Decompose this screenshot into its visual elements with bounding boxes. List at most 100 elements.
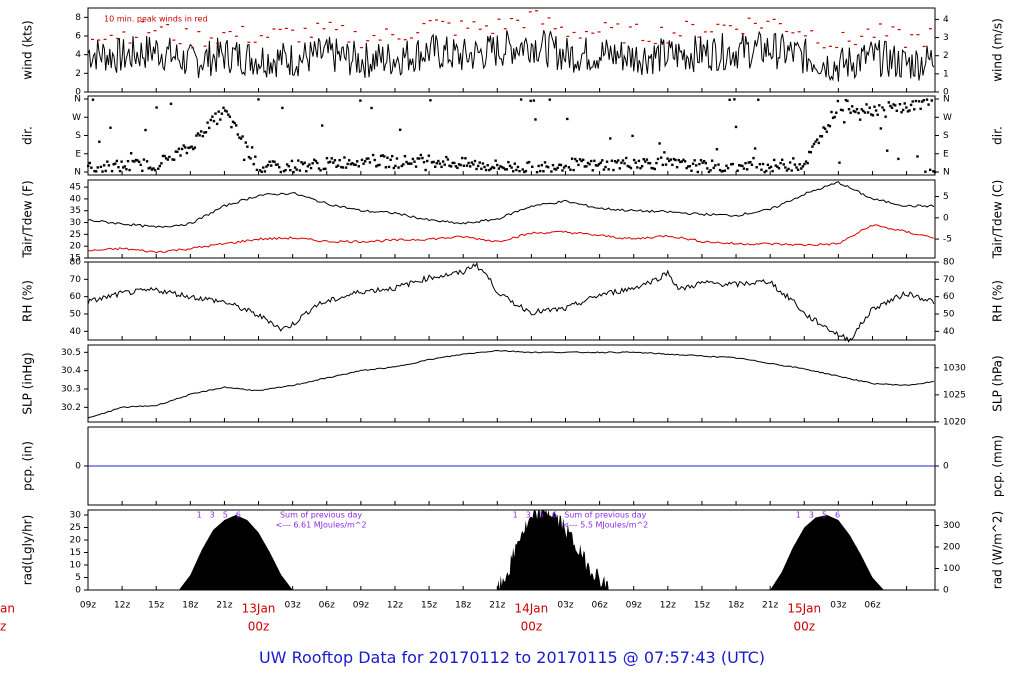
dir-point-195 <box>397 166 400 169</box>
dir-point-24 <box>125 168 128 171</box>
dir-point-219 <box>435 162 438 165</box>
dir-point-323 <box>601 159 604 162</box>
ytick-label-left-1-2: S <box>75 131 81 141</box>
dir-point-22 <box>122 166 125 169</box>
dir-point-365 <box>667 159 671 163</box>
ytick-label-left-2-2: 25 <box>70 230 81 240</box>
dir-point-261 <box>502 166 505 170</box>
dir-point-256 <box>494 159 497 162</box>
dir-point-222 <box>440 165 443 169</box>
dir-point-418 <box>752 156 755 160</box>
dir-point-68 <box>195 134 198 137</box>
dir-point-468 <box>831 116 835 120</box>
dir-point-266 <box>510 166 513 169</box>
dir-point-496 <box>876 113 879 116</box>
dir-point-254 <box>491 165 494 169</box>
dir-point-238 <box>465 164 469 167</box>
dir-point-250 <box>484 168 488 172</box>
dir-point-252 <box>488 168 491 172</box>
dir-point-72 <box>201 134 205 138</box>
dir-point-81 <box>215 122 219 126</box>
dir-point-402 <box>726 166 730 170</box>
ytick-label-right-6-0: 0 <box>943 586 949 596</box>
ytick-label-left-4-3: 30.5 <box>61 348 81 358</box>
dir-point-414 <box>745 168 749 171</box>
ytick-label-left-0-4: 8 <box>75 13 81 23</box>
dir-point-188 <box>386 156 389 159</box>
dir-point-11 <box>104 169 107 173</box>
dir-point-322 <box>599 161 602 164</box>
dir-point-210 <box>421 156 424 160</box>
dir-point-357 <box>655 161 658 165</box>
dir-point-62 <box>185 151 189 155</box>
dir-point-352 <box>647 161 650 165</box>
dir-point-375 <box>683 160 687 163</box>
dir-point-412 <box>742 167 746 170</box>
dir-point-103 <box>250 146 254 149</box>
dir-point-431 <box>773 158 776 162</box>
dir-point-430 <box>771 169 774 173</box>
dir-point-485 <box>858 118 862 121</box>
dir-point-403 <box>728 98 731 102</box>
dir-point-483 <box>855 107 859 111</box>
dir-point-382 <box>695 164 698 167</box>
dir-point-109 <box>260 170 263 173</box>
panel-frame-4 <box>87 344 936 423</box>
dir-point-456 <box>812 142 816 146</box>
dir-point-158 <box>338 158 341 162</box>
dir-point-411 <box>741 164 744 168</box>
dir-point-21 <box>120 160 123 163</box>
dir-point-529 <box>928 168 932 172</box>
dir-point-482 <box>854 110 857 114</box>
dir-point-498 <box>879 127 883 130</box>
dir-point-7 <box>98 140 101 143</box>
dir-point-114 <box>268 160 271 163</box>
dir-point-476 <box>844 98 848 102</box>
dir-point-425 <box>763 170 766 174</box>
dir-point-324 <box>602 168 606 171</box>
dir-point-345 <box>636 166 639 169</box>
ytick-label-left-6-3: 15 <box>70 548 81 558</box>
dir-point-180 <box>373 158 376 162</box>
dir-point-300 <box>564 164 567 168</box>
xtick-label-18: 21z <box>762 601 778 611</box>
dir-point-26 <box>128 168 131 172</box>
xtick-label-12: 03z <box>557 601 573 611</box>
ytick-label-right-0-4: 4 <box>943 15 949 25</box>
dir-point-207 <box>416 157 419 160</box>
dir-point-395 <box>715 148 719 151</box>
xtick-label-2: 15z <box>148 601 164 611</box>
dir-point-258 <box>497 167 501 170</box>
radiation-area-1 <box>497 510 611 590</box>
dir-point-42 <box>153 168 157 172</box>
dir-point-58 <box>179 154 182 157</box>
dir-point-226 <box>446 158 450 161</box>
dir-point-530 <box>930 99 933 102</box>
dir-point-444 <box>793 163 797 166</box>
dir-point-192 <box>392 166 396 170</box>
dir-point-4 <box>93 169 96 173</box>
dir-point-371 <box>677 158 680 162</box>
ytick-label-left-4-1: 30.3 <box>61 385 81 395</box>
dir-point-59 <box>180 147 184 151</box>
dir-point-14 <box>109 126 112 129</box>
xtick-label-7: 09z <box>353 601 369 611</box>
ytick-label-left-3-2: 60 <box>70 292 82 302</box>
dir-point-249 <box>483 165 486 169</box>
dir-point-200 <box>405 160 408 164</box>
xtick-label-8: 12z <box>387 601 403 611</box>
dir-point-33 <box>139 163 142 167</box>
dir-point-263 <box>505 168 509 171</box>
dir-point-115 <box>270 164 273 167</box>
xtick-label-19: 03z <box>830 601 846 611</box>
dir-point-363 <box>664 163 668 166</box>
dir-point-466 <box>828 124 832 128</box>
dir-point-233 <box>457 163 461 166</box>
ytick-label-left-1-1: E <box>75 149 81 159</box>
dir-point-512 <box>901 108 905 112</box>
dir-point-491 <box>868 106 871 109</box>
dir-point-505 <box>890 106 894 109</box>
dir-point-174 <box>363 160 367 163</box>
dir-point-283 <box>537 164 540 168</box>
dir-point-390 <box>707 170 711 174</box>
